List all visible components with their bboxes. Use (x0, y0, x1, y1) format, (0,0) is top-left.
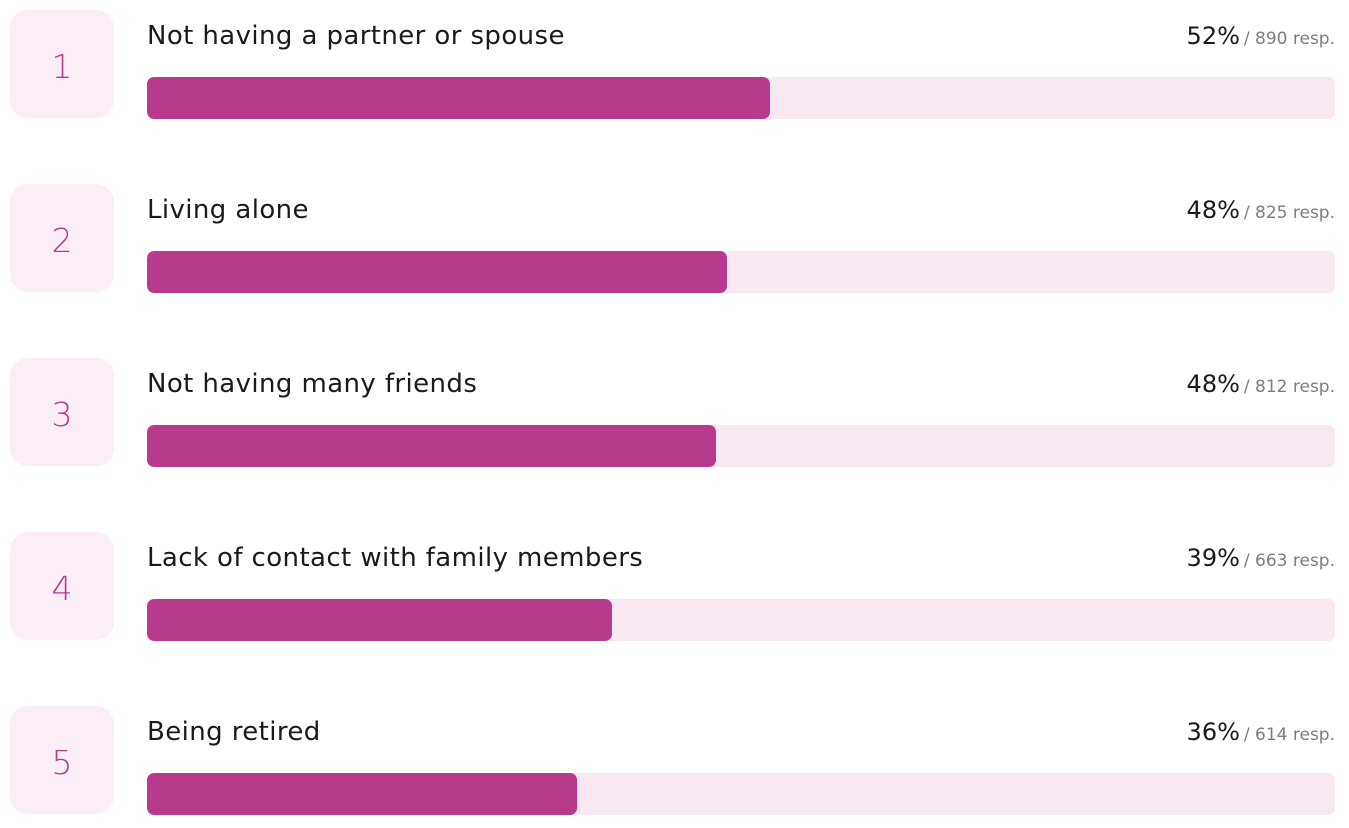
item-label: Living alone (147, 195, 309, 225)
rank-number: 5 (51, 742, 73, 782)
item-label: Being retired (147, 717, 321, 747)
percent-value: 48% (1186, 196, 1240, 224)
percent-value: 39% (1186, 544, 1240, 572)
item-stat: 48%/ 812 resp. (1187, 368, 1335, 403)
response-count: / 614 resp. (1243, 725, 1335, 745)
response-count: / 825 resp. (1243, 203, 1335, 223)
rank-number: 3 (51, 394, 73, 434)
bar-track (147, 77, 1335, 119)
rank-badge: 1 (10, 10, 114, 118)
bar-fill (147, 773, 578, 815)
rank-badge: 2 (10, 184, 114, 292)
rank-number: 4 (51, 568, 73, 608)
rank-badge: 4 (10, 532, 114, 640)
bar-track (147, 425, 1335, 467)
ranked-item-row: 2 Living alone 48%/ 825 resp. (0, 174, 1349, 293)
item-stat: 52%/ 890 resp. (1187, 20, 1335, 55)
percent-value: 48% (1186, 370, 1240, 398)
item-label: Not having many friends (147, 369, 478, 399)
percent-value: 52% (1186, 22, 1240, 50)
bar-track (147, 599, 1335, 641)
response-count: / 663 resp. (1243, 551, 1335, 571)
bar-fill (147, 425, 717, 467)
rank-badge: 3 (10, 358, 114, 466)
ranked-item-row: 4 Lack of contact with family members 39… (0, 522, 1349, 641)
item-stat: 36%/ 614 resp. (1187, 716, 1335, 751)
item-stat: 48%/ 825 resp. (1187, 194, 1335, 229)
item-stat: 39%/ 663 resp. (1187, 542, 1335, 577)
ranked-item-row: 3 Not having many friends 48%/ 812 resp. (0, 348, 1349, 467)
ranked-item-row: 1 Not having a partner or spouse 52%/ 89… (0, 0, 1349, 119)
percent-value: 36% (1186, 718, 1240, 746)
response-count: / 890 resp. (1243, 29, 1335, 49)
bar-track (147, 773, 1335, 815)
bar-fill (147, 251, 727, 293)
item-label: Lack of contact with family members (147, 543, 644, 573)
bar-track (147, 251, 1335, 293)
bar-fill (147, 599, 612, 641)
rank-number: 1 (51, 46, 73, 86)
item-label: Not having a partner or spouse (147, 21, 565, 51)
rank-badge: 5 (10, 706, 114, 814)
response-count: / 812 resp. (1243, 377, 1335, 397)
ranked-item-row: 5 Being retired 36%/ 614 resp. (0, 696, 1349, 815)
bar-fill (147, 77, 770, 119)
rank-number: 2 (51, 220, 73, 260)
